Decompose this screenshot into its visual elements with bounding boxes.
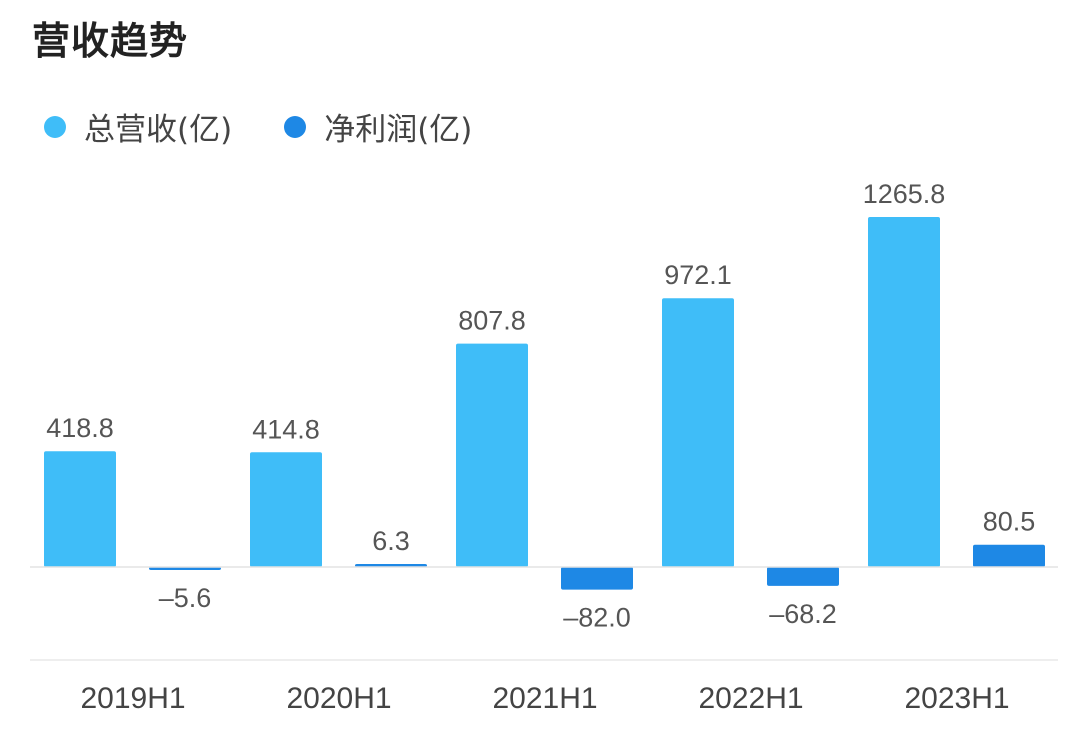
x-tick-label-2019H1: 2019H1: [80, 682, 185, 715]
x-tick-label-2020H1: 2020H1: [286, 682, 391, 715]
net-profit-bar-2022H1: [767, 567, 839, 586]
revenue-bar-2022H1: [662, 298, 734, 567]
revenue-value-label-2022H1: 972.1: [664, 260, 732, 290]
net-profit-value-label-2019H1: –5.6: [159, 583, 212, 613]
legend-item-revenue: 总营收(亿): [44, 104, 232, 149]
revenue-bar-2021H1: [456, 343, 528, 567]
legend-item-net-profit: 净利润(亿): [284, 104, 472, 149]
legend-label-revenue: 总营收(亿): [84, 112, 233, 148]
legend-dot-net-profit: [284, 115, 307, 138]
net-profit-value-label-2022H1: –68.2: [769, 599, 837, 629]
revenue-value-label-2023H1: 1265.8: [863, 179, 946, 209]
x-tick-label-2021H1: 2021H1: [492, 682, 597, 715]
legend: 总营收(亿) 净利润(亿): [44, 104, 524, 149]
revenue-value-label-2019H1: 418.8: [46, 413, 114, 443]
revenue-bar-2019H1: [44, 451, 116, 567]
legend-label-net-profit: 净利润(亿): [324, 112, 473, 148]
net-profit-bar-2023H1: [973, 544, 1045, 567]
revenue-bar-2023H1: [868, 217, 940, 567]
category-labels-group: 2019H1 2020H1 2021H1 2022H1 2023H1: [80, 682, 1009, 715]
net-profit-value-label-2020H1: 6.3: [372, 526, 410, 556]
bars-group: [44, 217, 1045, 590]
net-profit-value-label-2023H1: 80.5: [983, 507, 1036, 537]
x-tick-label-2023H1: 2023H1: [904, 682, 1009, 715]
revenue-value-label-2020H1: 414.8: [252, 414, 320, 444]
x-tick-label-2022H1: 2022H1: [698, 682, 803, 715]
net-profit-value-label-2021H1: –82.0: [563, 603, 631, 633]
revenue-value-label-2021H1: 807.8: [458, 306, 526, 336]
legend-dot-revenue: [44, 115, 66, 138]
net-profit-bar-2021H1: [561, 567, 633, 590]
value-labels-group: 418.8 –5.6 414.8 6.3 807.8 –82.0 972.1 –68.2 126…: [46, 179, 1035, 633]
chart-title: 营收趋势: [32, 19, 189, 63]
revenue-bar-2020H1: [250, 452, 322, 567]
